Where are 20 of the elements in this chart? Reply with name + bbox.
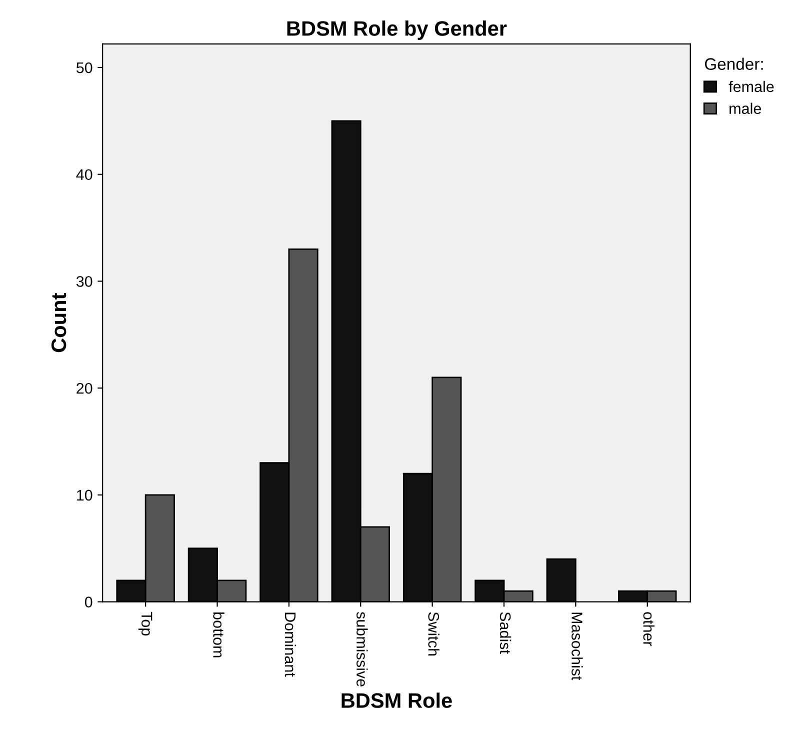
y-tick-label: 50 (76, 62, 92, 74)
x-tick-label: Switch (428, 612, 440, 656)
x-tick-label: Dominant (284, 612, 296, 677)
x-tick-label: submissive (356, 612, 368, 686)
y-tick-label: 10 (77, 490, 92, 501)
x-tick-label: Sadist (500, 612, 512, 654)
x-axis-title: BDSM Role (342, 692, 452, 708)
x-tick-label: Masochist (572, 612, 583, 680)
legend-label: female (728, 80, 774, 92)
y-tick-label: 0 (84, 596, 92, 608)
legend-title: Gender: (704, 58, 763, 70)
x-tick-label: other (643, 612, 654, 646)
y-axis-title: Count (51, 293, 66, 352)
x-tick-label: bottom (213, 612, 224, 658)
legend-label: male (730, 102, 762, 114)
x-tick-label: Top (138, 612, 152, 636)
y-tick-label: 20 (76, 382, 92, 394)
chart-title: BDSM Role by Gender (287, 20, 507, 40)
y-tick-label: 30 (76, 276, 92, 287)
y-tick-label: 40 (76, 169, 92, 180)
